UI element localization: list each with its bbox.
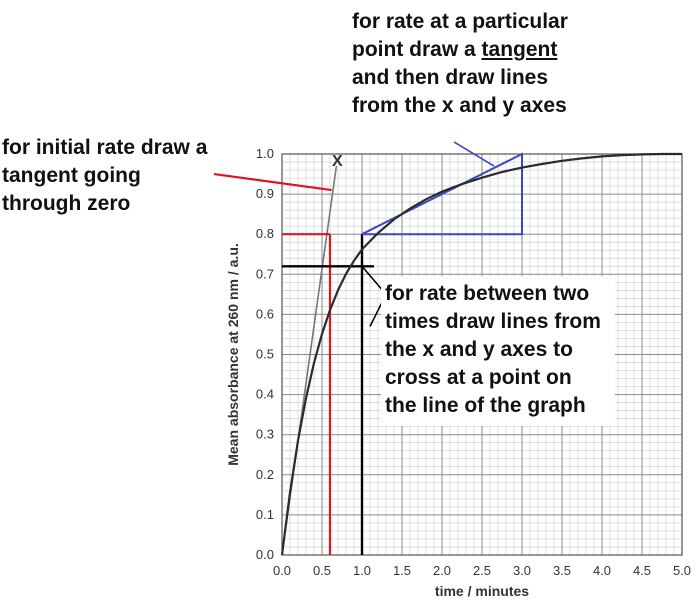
x-tick-label: 2.5	[473, 563, 491, 578]
y-tick-label: 0.3	[256, 427, 274, 442]
x-tick-label: 0.5	[313, 563, 331, 578]
y-tick-labels: 0.0 0.1 0.2 0.3 0.4 0.5 0.6 0.7 0.8 0.9 1.0	[256, 146, 274, 562]
x-axis-title: time / minutes	[435, 583, 529, 599]
plot-frame	[281, 153, 683, 556]
x-tick-label: 3.0	[513, 563, 531, 578]
blue-tangent-triangle	[361, 152, 523, 236]
particular-rate-text: for rate at a particular point draw a	[352, 10, 568, 61]
x-tick-label: 0.0	[273, 563, 291, 578]
x-tick-label: 1.5	[393, 563, 411, 578]
x-tick-label: 4.5	[633, 563, 651, 578]
y-tick-label: 0.6	[256, 306, 274, 321]
y-tick-label: 0.4	[256, 387, 274, 402]
y-tick-label: 0.5	[256, 347, 274, 362]
x-tick-label: 5.0	[673, 563, 691, 578]
y-tick-label: 0.0	[256, 547, 274, 562]
x-tick-labels: 0.0 0.5 1.0 1.5 2.0 2.5 3.0 3.5 4.0 4.5 5.0	[273, 563, 691, 578]
y-tick-label: 0.8	[256, 226, 274, 241]
x-tick-label: 2.0	[433, 563, 451, 578]
absorbance-curve	[280, 152, 682, 556]
y-tick-label: 0.7	[256, 266, 274, 281]
y-tick-label: 0.9	[256, 186, 274, 201]
x-tick-label: 4.0	[593, 563, 611, 578]
tangent-word: tangent	[481, 38, 558, 61]
initial-rate-note: for initial rate draw a tangent going th…	[2, 136, 208, 215]
x-tick-label: 3.5	[553, 563, 571, 578]
between-times-note: for rate between two times draw lines fr…	[381, 276, 615, 426]
x-tick-label: 1.0	[353, 563, 371, 578]
particular-rate-text-end: and then draw lines from the x and y axe…	[352, 66, 567, 117]
particular-rate-note: for rate at a particular point draw a ta…	[352, 8, 592, 120]
red-pointer-line	[213, 172, 332, 192]
y-tick-label: 0.1	[256, 507, 274, 522]
blue-pointer-line	[453, 141, 495, 167]
x-marker-label: X	[332, 153, 343, 170]
y-tick-label: 0.2	[256, 467, 274, 482]
y-tick-label: 1.0	[256, 146, 274, 161]
y-axis-title: Mean absorbance at 260 nm / a.u.	[225, 243, 241, 466]
